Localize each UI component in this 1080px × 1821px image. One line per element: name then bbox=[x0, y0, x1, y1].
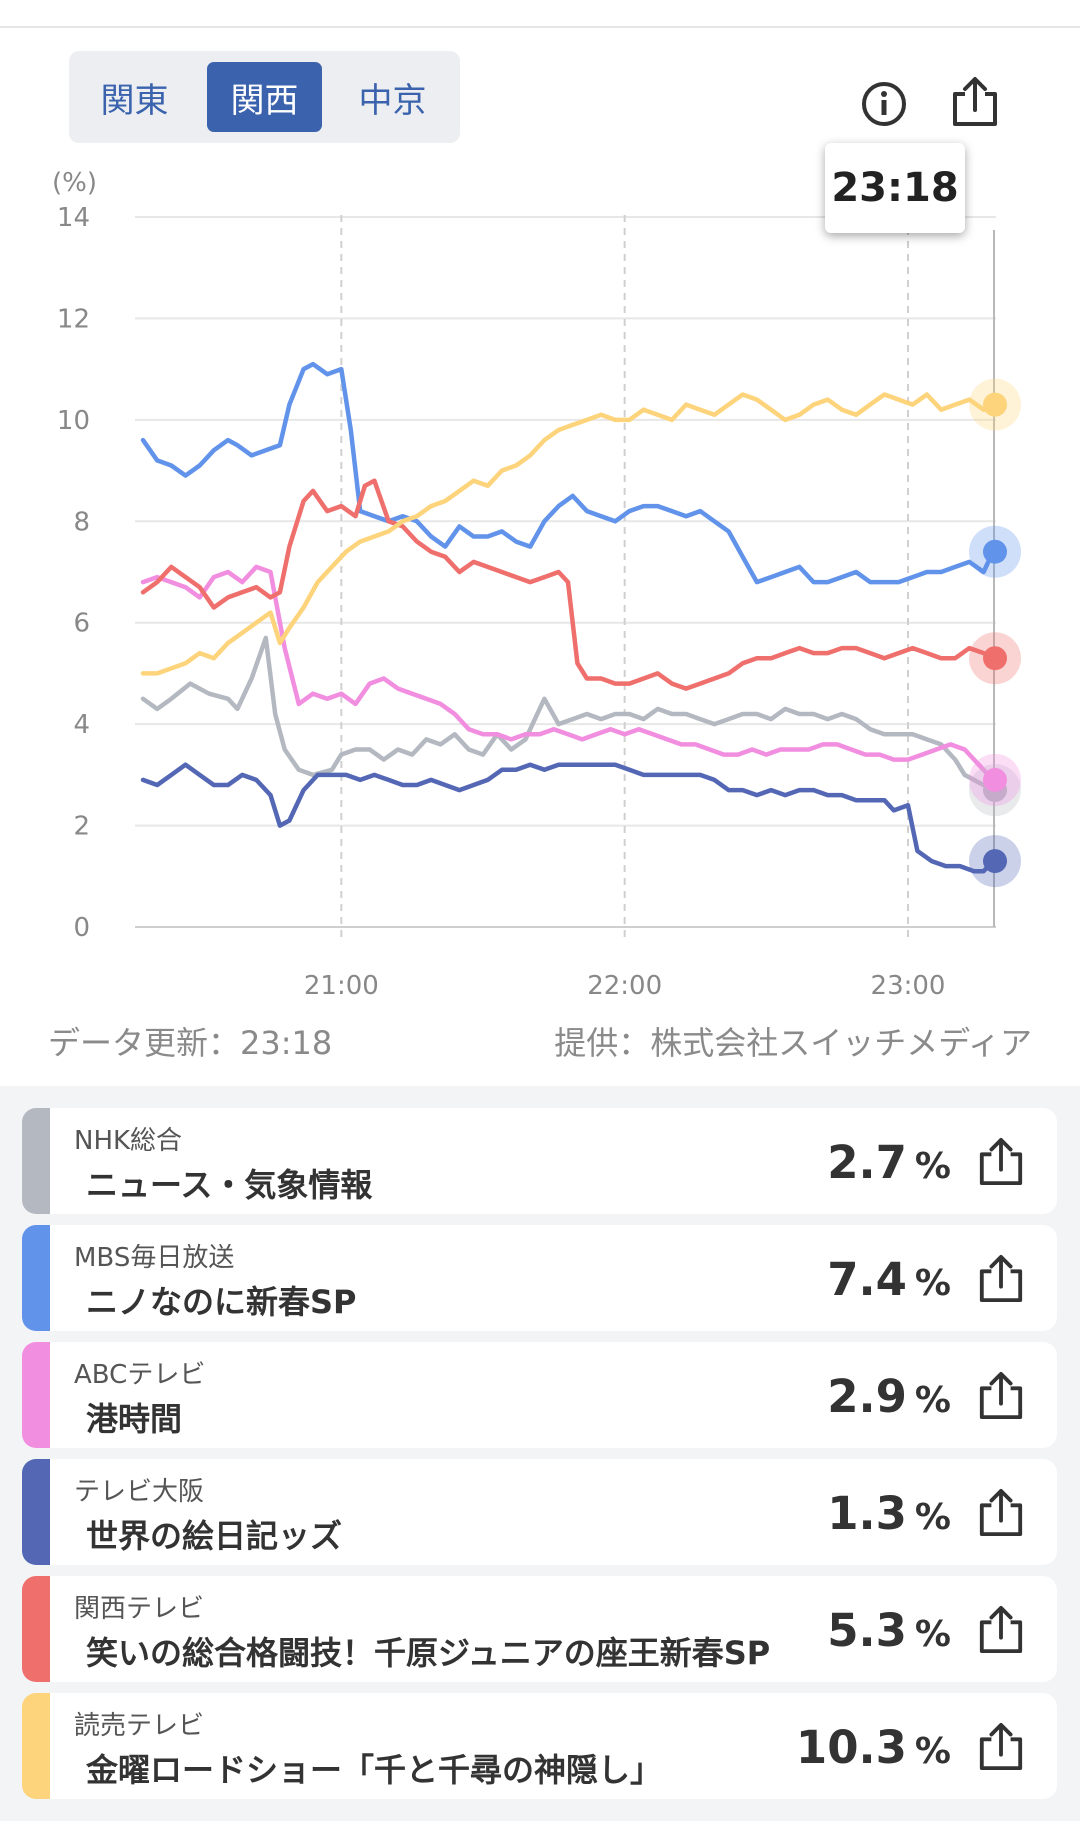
program-card[interactable]: ABCテレビ港時間 2.9% bbox=[22, 1342, 1057, 1448]
program-title: 笑いの総合格闘技！千原ジュニアの座王新春SP bbox=[86, 1634, 771, 1672]
share-icon bbox=[979, 1138, 1023, 1186]
program-card[interactable]: 関西テレビ笑いの総合格闘技！千原ジュニアの座王新春SP 5.3% bbox=[22, 1576, 1057, 1682]
station-name: テレビ大阪 bbox=[74, 1477, 205, 1507]
x-tick-label: 22:00 bbox=[587, 971, 662, 1001]
program-title: 金曜ロードショー「千と千尋の神隠し」 bbox=[86, 1751, 663, 1789]
rating-unit: % bbox=[914, 1146, 951, 1187]
info-icon bbox=[862, 82, 906, 126]
share-chart-button[interactable] bbox=[947, 74, 1003, 130]
rating-number: 5.3 bbox=[827, 1604, 907, 1657]
share-icon bbox=[979, 1489, 1023, 1537]
program-title: 世界の絵日記ッズ bbox=[86, 1517, 343, 1555]
end-marker-4 bbox=[983, 646, 1007, 671]
y-tick-label: 2 bbox=[73, 812, 90, 842]
program-title: 港時間 bbox=[86, 1400, 183, 1438]
rating-value: 1.3% bbox=[827, 1487, 951, 1540]
program-card[interactable]: MBS毎日放送ニノなのに新春SP 7.4% bbox=[22, 1225, 1057, 1331]
rating-unit: % bbox=[914, 1614, 951, 1655]
y-tick-label: 10 bbox=[57, 406, 90, 436]
y-tick-label: 6 bbox=[73, 609, 90, 639]
tab-kansai[interactable]: 関西 bbox=[207, 62, 322, 132]
y-tick-label: 14 bbox=[57, 203, 90, 233]
program-card[interactable]: NHK総合ニュース・気象情報 2.7% bbox=[22, 1108, 1057, 1214]
end-marker-5 bbox=[983, 392, 1007, 417]
station-color-stripe bbox=[22, 1225, 50, 1331]
share-icon bbox=[979, 1723, 1023, 1771]
series-line-1 bbox=[140, 361, 996, 585]
rating-unit: % bbox=[914, 1263, 951, 1304]
share-icon bbox=[979, 1606, 1023, 1654]
rating-number: 2.7 bbox=[827, 1136, 907, 1189]
y-tick-label: 4 bbox=[73, 710, 90, 740]
share-program-button[interactable] bbox=[975, 1253, 1027, 1305]
ratings-chart: 0 2 4 6 8 10 12 14 21:00 22:00 23:00 (%) bbox=[52, 168, 1021, 1001]
region-tabs: 関東 関西 中京 bbox=[69, 51, 460, 143]
share-program-button[interactable] bbox=[975, 1721, 1027, 1773]
station-name: 関西テレビ bbox=[74, 1594, 205, 1624]
rating-number: 10.3 bbox=[795, 1721, 907, 1774]
info-button[interactable] bbox=[856, 76, 912, 132]
y-tick-label: 12 bbox=[57, 304, 90, 334]
program-list: NHK総合 ニュース・気象情報 2.7% MBS毎日放送 ニノなのに新春SP 7.4% AB… bbox=[0, 1086, 1080, 1821]
share-icon bbox=[979, 1255, 1023, 1303]
series-line-3 bbox=[140, 762, 996, 874]
station-color-stripe bbox=[22, 1459, 50, 1565]
share-program-button[interactable] bbox=[975, 1604, 1027, 1656]
rating-number: 1.3 bbox=[827, 1487, 907, 1540]
time-tooltip: 23:18 bbox=[825, 143, 965, 233]
x-tick-label: 21:00 bbox=[304, 971, 379, 1001]
station-color-stripe bbox=[22, 1576, 50, 1682]
end-marker-1 bbox=[983, 539, 1007, 564]
rating-number: 7.4 bbox=[827, 1253, 907, 1306]
series-line-0 bbox=[140, 635, 996, 793]
station-name: ABCテレビ bbox=[74, 1360, 206, 1390]
rating-value: 7.4% bbox=[827, 1253, 951, 1306]
rating-unit: % bbox=[914, 1731, 951, 1772]
station-name: MBS毎日放送 bbox=[74, 1243, 235, 1273]
tab-chukyo[interactable]: 中京 bbox=[335, 62, 450, 132]
y-tick-label: 8 bbox=[73, 507, 90, 537]
station-color-stripe bbox=[22, 1693, 50, 1799]
share-icon bbox=[953, 77, 997, 126]
rating-value: 10.3% bbox=[796, 1721, 951, 1774]
top-divider bbox=[0, 26, 1080, 28]
chart-y-axis: 0 2 4 6 8 10 12 14 bbox=[57, 203, 90, 943]
program-title: ニノなのに新春SP bbox=[86, 1283, 357, 1321]
end-marker-2 bbox=[983, 767, 1007, 792]
chart-time-gridlines bbox=[340, 215, 909, 939]
share-program-button[interactable] bbox=[975, 1487, 1027, 1539]
program-title: ニュース・気象情報 bbox=[86, 1166, 373, 1204]
y-axis-unit-label: (%) bbox=[52, 168, 97, 198]
data-credit-label: 提供：株式会社スイッチメディア bbox=[554, 1024, 1032, 1062]
series-line-4 bbox=[140, 478, 996, 691]
station-color-stripe bbox=[22, 1342, 50, 1448]
share-program-button[interactable] bbox=[975, 1370, 1027, 1422]
share-program-button[interactable] bbox=[975, 1136, 1027, 1188]
x-tick-label: 23:00 bbox=[871, 971, 946, 1001]
station-color-stripe bbox=[22, 1108, 50, 1214]
program-card[interactable]: 読売テレビ金曜ロードショー「千と千尋の神隠し」 10.3% bbox=[22, 1693, 1057, 1799]
rating-value: 5.3% bbox=[827, 1604, 951, 1657]
chart-x-axis: 21:00 22:00 23:00 bbox=[304, 971, 946, 1001]
program-card[interactable]: テレビ大阪世界の絵日記ッズ 1.3% bbox=[22, 1459, 1057, 1565]
end-marker-3 bbox=[983, 849, 1007, 874]
rating-unit: % bbox=[914, 1497, 951, 1538]
rating-unit: % bbox=[914, 1380, 951, 1421]
station-name: 読売テレビ bbox=[74, 1711, 205, 1741]
rating-value: 2.7% bbox=[827, 1136, 951, 1189]
chart-end-markers bbox=[969, 378, 1021, 888]
rating-number: 2.9 bbox=[827, 1370, 907, 1423]
station-name: NHK総合 bbox=[74, 1126, 183, 1156]
y-tick-label: 0 bbox=[73, 913, 90, 943]
data-updated-label: データ更新：23:18 bbox=[48, 1024, 333, 1062]
series-line-5 bbox=[140, 392, 996, 676]
tab-kanto[interactable]: 関東 bbox=[77, 62, 192, 132]
chart-series bbox=[140, 361, 996, 874]
share-icon bbox=[979, 1372, 1023, 1420]
rating-value: 2.9% bbox=[827, 1370, 951, 1423]
series-line-2 bbox=[140, 564, 996, 783]
